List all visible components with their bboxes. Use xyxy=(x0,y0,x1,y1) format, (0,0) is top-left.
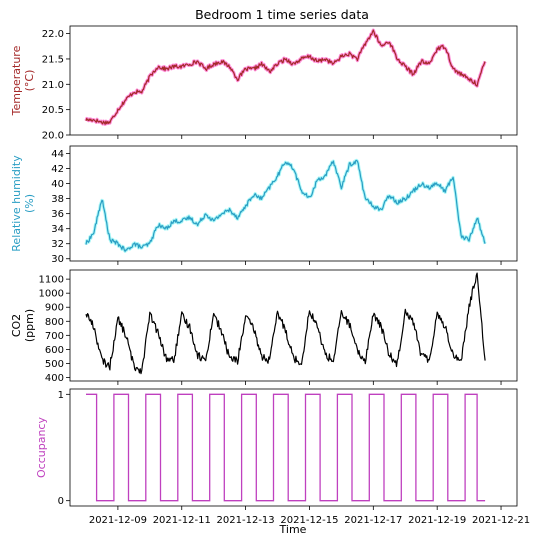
humidity-axes-frame xyxy=(69,145,518,262)
occupancy-step-line xyxy=(86,393,486,502)
temperature-ylabel: Temperature(°C) xyxy=(10,45,36,116)
x-tick-label: 2021-12-11 xyxy=(153,515,211,526)
humidity-ytick-label: 32 xyxy=(51,239,64,250)
occupancy-ylabel: Occupancy xyxy=(35,417,48,478)
temperature-series-line xyxy=(85,29,486,125)
panel-temperature: 20.0 20.5 21.0 21.5 22.0 Temperature(°C) xyxy=(10,25,518,142)
humidity-ylabel-line: Relative humidity xyxy=(10,155,23,252)
temperature-ytick-label: 21.5 xyxy=(42,54,64,65)
humidity-ytick-label: 36 xyxy=(51,209,64,220)
occupancy-ytick-label: 1 xyxy=(58,390,64,401)
temperature-ytick-label: 22.0 xyxy=(42,29,64,40)
humidity-ytick-label: 42 xyxy=(51,164,64,175)
panel-humidity: 30 32 34 36 38 40 42 44 Relative humidity(%) xyxy=(10,145,518,265)
co2-ytick-label: 600 xyxy=(45,345,64,356)
temperature-ytick-label: 20.5 xyxy=(42,105,64,116)
humidity-ytick-label: 38 xyxy=(51,194,64,205)
occupancy-axes-frame xyxy=(69,388,518,507)
co2-ytick-label: 800 xyxy=(45,317,64,328)
panel-co2: 400 500 600 700 800 900 1000 1100 CO2(ppm) xyxy=(10,269,518,385)
co2-ytick-label: 1000 xyxy=(39,289,64,300)
co2-ytick-label: 1100 xyxy=(39,275,64,286)
panels: 20.020.521.021.522.0Temperature(°C)30323… xyxy=(10,25,518,510)
co2-series-line xyxy=(85,272,486,375)
humidity-ytick-label: 44 xyxy=(51,149,64,160)
temperature-axes-frame xyxy=(69,25,518,136)
x-tick-label: 2021-12-09 xyxy=(89,515,147,526)
temperature-ytick-label: 20.0 xyxy=(42,131,64,142)
occupancy-ylabel-line: Occupancy xyxy=(35,417,48,478)
temperature-ytick-label: 21.0 xyxy=(42,80,64,91)
x-tick-label: 2021-12-15 xyxy=(280,515,338,526)
humidity-ytick-label: 34 xyxy=(51,224,64,235)
panel-occupancy: 0 1 Occupancy xyxy=(35,388,518,510)
x-axis-label: Time xyxy=(279,523,307,536)
x-axis: 2021-12-09 2021-12-11 2021-12-13 2021-12-15… xyxy=(89,515,530,526)
co2-ylabel: CO2(ppm) xyxy=(10,309,36,342)
co2-ytick-label: 400 xyxy=(45,373,64,384)
x-tick-label: 2021-12-19 xyxy=(408,515,466,526)
co2-axes-frame xyxy=(69,269,518,382)
co2-ytick-label: 700 xyxy=(45,331,64,342)
chart-title: Bedroom 1 time series data xyxy=(195,7,369,22)
temperature-ylabel-line: (°C) xyxy=(23,70,36,92)
humidity-ytick-label: 40 xyxy=(51,179,64,190)
x-tick-label: 2021-12-17 xyxy=(344,515,402,526)
humidity-ylabel: Relative humidity(%) xyxy=(10,155,36,252)
humidity-series-line xyxy=(85,159,486,252)
occupancy-ytick-label: 0 xyxy=(58,496,64,507)
co2-ylabel-line: (ppm) xyxy=(23,309,36,342)
temperature-ylabel-line: Temperature xyxy=(10,45,23,116)
co2-ytick-label: 500 xyxy=(45,359,64,370)
x-tick-label: 2021-12-21 xyxy=(472,515,530,526)
co2-ytick-label: 900 xyxy=(45,303,64,314)
humidity-ylabel-line: (%) xyxy=(23,194,36,213)
co2-ylabel-line: CO2 xyxy=(10,314,23,337)
humidity-ytick-label: 30 xyxy=(51,254,64,265)
x-tick-label: 2021-12-13 xyxy=(217,515,275,526)
